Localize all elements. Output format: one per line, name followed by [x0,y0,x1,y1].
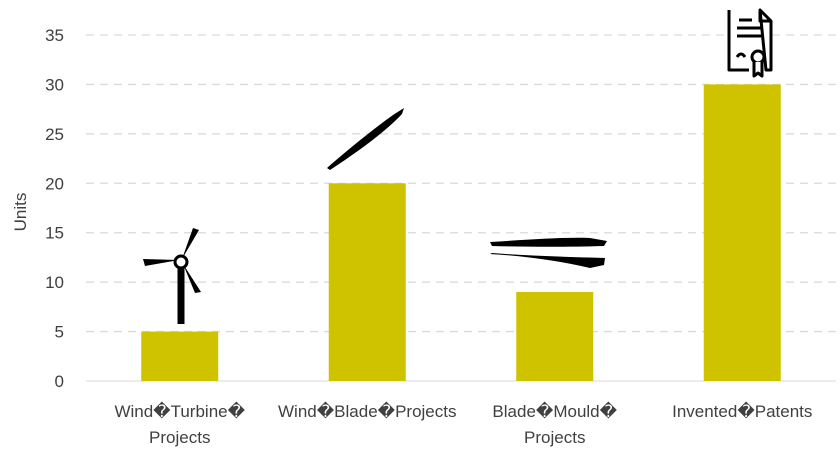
y-tick-label: 15 [45,224,64,243]
wind-turbine-icon [143,228,201,324]
patent-certificate-icon [727,8,773,78]
bars [141,84,781,381]
y-tick-label: 35 [45,26,64,45]
turbine-blade-icon [327,108,404,170]
blade-mould-icon [490,237,607,268]
x-category-label: Invented�Patents [672,401,812,421]
x-category-line: Wind�Turbine� [114,401,245,421]
y-tick-label: 5 [55,323,64,342]
x-category-line: Invented�Patents [672,401,812,421]
bar [516,292,594,381]
y-axis-title: Units [11,193,30,232]
x-category-line: Wind�Blade�Projects [278,401,456,421]
bar-icons [143,8,773,324]
x-category-label: Wind�Blade�Projects [278,401,456,421]
x-category-label: Wind�Turbine� Projects [114,401,245,447]
y-tick-label: 20 [45,174,64,193]
y-tick-label: 10 [45,273,64,292]
x-category-line: Blade�Mould� [492,401,617,421]
y-axis-ticks: 0 5 10 15 20 25 30 35 [45,26,64,391]
y-tick-label: 30 [45,75,64,94]
bar [328,183,406,381]
x-axis-categories: Wind�Turbine� Projects Wind�Blade�Projects… [114,401,812,447]
x-category-line: Projects [524,428,585,447]
y-tick-label: 0 [55,372,64,391]
y-tick-label: 25 [45,125,64,144]
bar [703,84,781,381]
bar [141,331,219,381]
x-category-line: Projects [149,428,210,447]
x-category-label: Blade�Mould� Projects [492,401,617,447]
